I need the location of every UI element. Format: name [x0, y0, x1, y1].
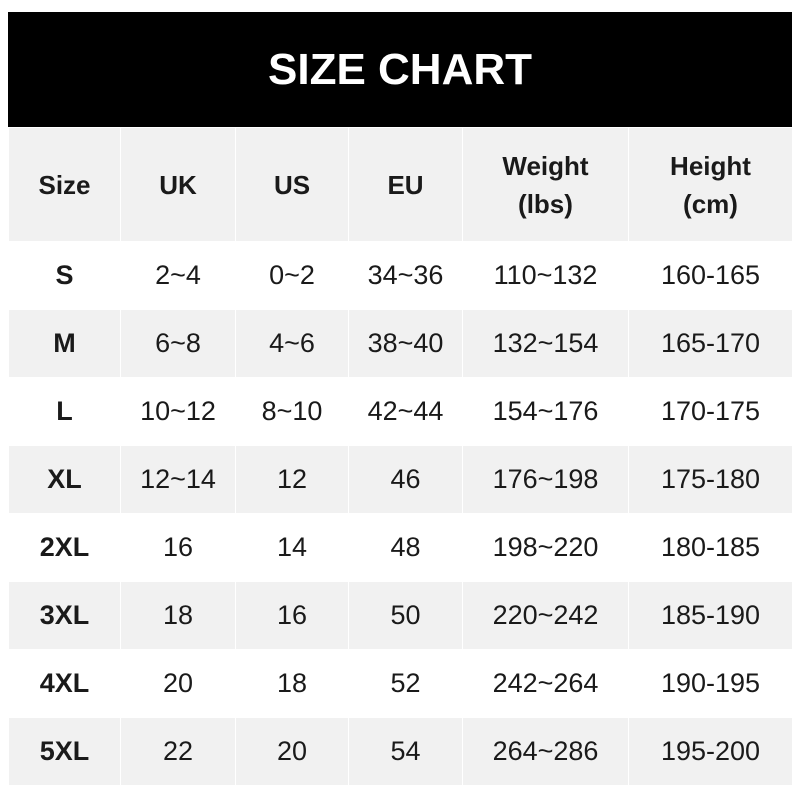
- table-cell: 180-185: [628, 513, 793, 582]
- size-cell: XL: [8, 445, 121, 514]
- column-header: US: [235, 127, 349, 242]
- column-header-line: (cm): [683, 188, 738, 219]
- size-cell: 5XL: [8, 717, 121, 786]
- column-header-line: EU: [387, 169, 424, 200]
- table-row: 2XL 16 14 48 198~220 180-185: [8, 513, 793, 582]
- table-row: XL 12~14 12 46 176~198 175-180: [8, 445, 793, 514]
- table-cell: 242~264: [462, 649, 629, 718]
- table-cell: 132~154: [462, 309, 629, 378]
- size-cell: S: [8, 241, 121, 310]
- size-cell: 2XL: [8, 513, 121, 582]
- table-cell: 18: [235, 649, 349, 718]
- size-cell: L: [8, 377, 121, 446]
- column-header-line: US: [273, 169, 311, 200]
- size-cell: M: [8, 309, 121, 378]
- table-cell: 22: [120, 717, 236, 786]
- table-cell: 185-190: [628, 581, 793, 650]
- column-header-line: (lbs): [518, 188, 573, 219]
- table-row: S 2~4 0~2 34~36 110~132 160-165: [8, 241, 793, 310]
- table-cell: 176~198: [462, 445, 629, 514]
- table-row: L 10~12 8~10 42~44 154~176 170-175: [8, 377, 793, 446]
- table-cell: 154~176: [462, 377, 629, 446]
- header-row: Size UK US EU Weight (lbs) Height (cm): [8, 127, 793, 242]
- column-header: UK: [120, 127, 236, 242]
- size-cell: 3XL: [8, 581, 121, 650]
- table-cell: 175-180: [628, 445, 793, 514]
- table-row: 4XL 20 18 52 242~264 190-195: [8, 649, 793, 718]
- table-cell: 198~220: [462, 513, 629, 582]
- table-cell: 16: [235, 581, 349, 650]
- table-cell: 34~36: [348, 241, 463, 310]
- table-row: 5XL 22 20 54 264~286 195-200: [8, 717, 793, 786]
- column-header-line: UK: [159, 169, 197, 200]
- column-header: EU: [348, 127, 463, 242]
- table-cell: 170-175: [628, 377, 793, 446]
- size-cell: 4XL: [8, 649, 121, 718]
- table-row: M 6~8 4~6 38~40 132~154 165-170: [8, 309, 793, 378]
- table-cell: 6~8: [120, 309, 236, 378]
- column-header-line: Height: [670, 150, 751, 181]
- table-cell: 110~132: [462, 241, 629, 310]
- column-header: Size: [8, 127, 121, 242]
- table-cell: 38~40: [348, 309, 463, 378]
- table-cell: 195-200: [628, 717, 793, 786]
- table-cell: 0~2: [235, 241, 349, 310]
- table-cell: 20: [120, 649, 236, 718]
- table-cell: 12~14: [120, 445, 236, 514]
- table-cell: 190-195: [628, 649, 793, 718]
- table-cell: 160-165: [628, 241, 793, 310]
- table-cell: 52: [348, 649, 463, 718]
- table-cell: 4~6: [235, 309, 349, 378]
- table-cell: 48: [348, 513, 463, 582]
- column-header-line: Size: [38, 169, 91, 200]
- column-header-line: Weight: [502, 150, 589, 181]
- table-cell: 16: [120, 513, 236, 582]
- table-cell: 8~10: [235, 377, 349, 446]
- table-cell: 18: [120, 581, 236, 650]
- table-cell: 14: [235, 513, 349, 582]
- column-header: Height (cm): [628, 127, 793, 242]
- table-cell: 54: [348, 717, 463, 786]
- table-cell: 42~44: [348, 377, 463, 446]
- table-row: 3XL 18 16 50 220~242 185-190: [8, 581, 793, 650]
- table-cell: 220~242: [462, 581, 629, 650]
- table-cell: 2~4: [120, 241, 236, 310]
- table-cell: 20: [235, 717, 349, 786]
- table-cell: 264~286: [462, 717, 629, 786]
- table-cell: 12: [235, 445, 349, 514]
- table-cell: 10~12: [120, 377, 236, 446]
- size-table: Size UK US EU Weight (lbs) Height (cm) S 2~4 0~2 3…: [8, 127, 793, 786]
- column-header: Weight (lbs): [462, 127, 629, 242]
- table-cell: 46: [348, 445, 463, 514]
- table-cell: 165-170: [628, 309, 793, 378]
- table-cell: 50: [348, 581, 463, 650]
- size-chart-title: SIZE CHART: [8, 12, 792, 127]
